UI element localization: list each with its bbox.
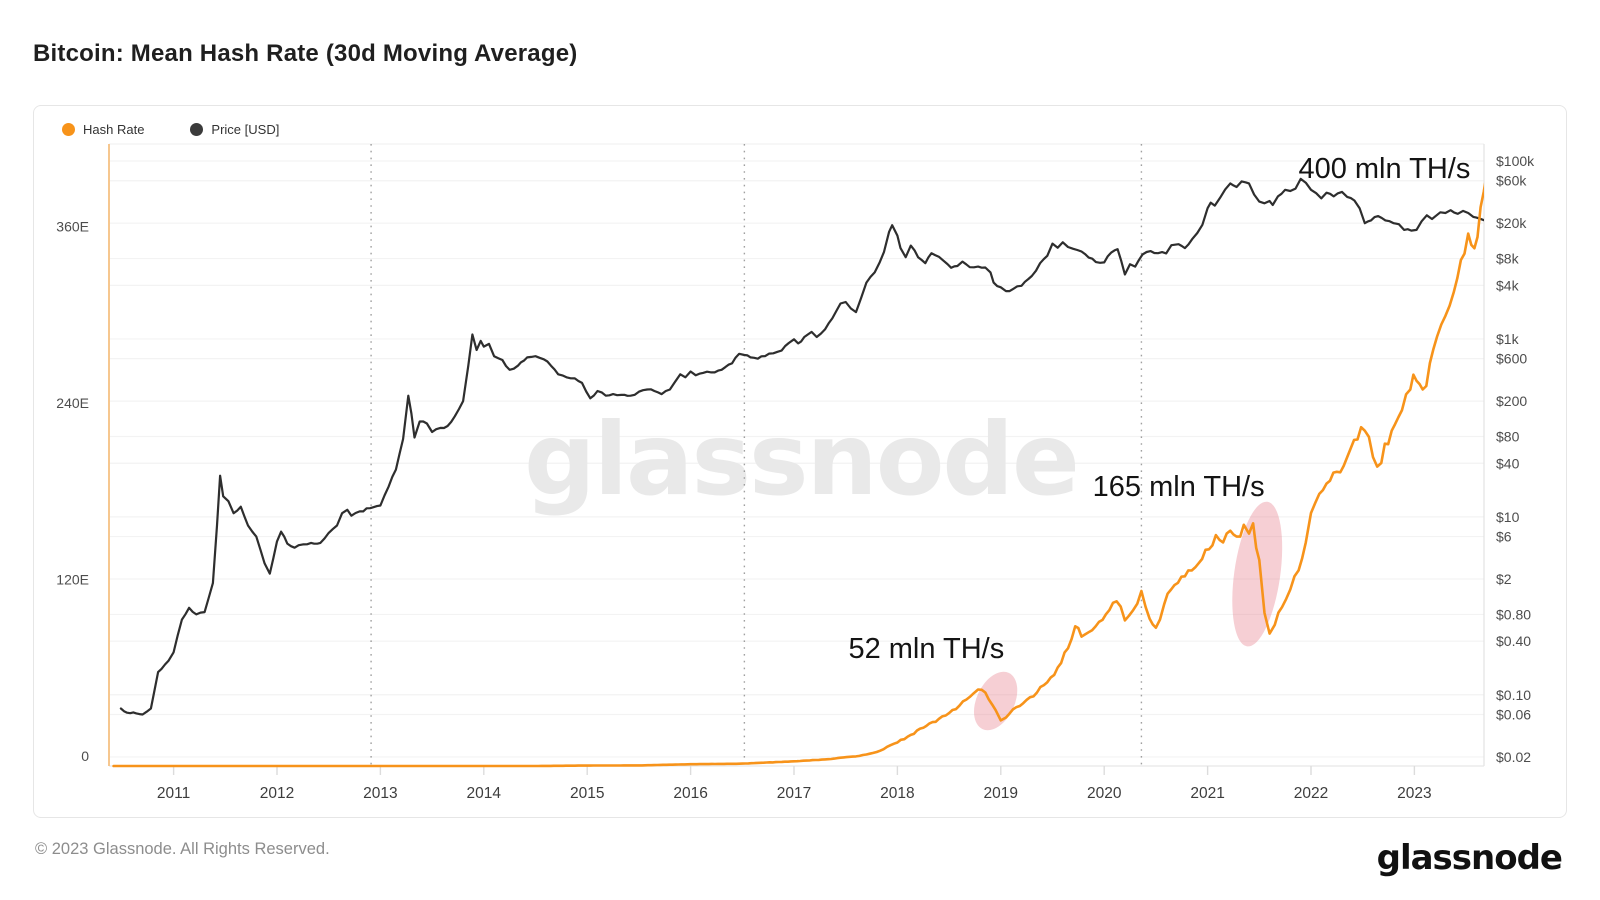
y-right-tick-label: $2 [1496, 571, 1512, 587]
y-left-tick-label: 360E [56, 219, 89, 235]
x-axis-year-label: 2012 [260, 785, 294, 802]
y-right-tick-label: $60k [1496, 173, 1527, 189]
y-right-tick-label: $6 [1496, 529, 1512, 545]
x-axis-year-label: 2016 [673, 785, 707, 802]
highlight-ellipse [1232, 501, 1283, 647]
x-axis-year-label: 2018 [880, 785, 914, 802]
y-right-tick-label: $4k [1496, 277, 1520, 293]
watermark: glassnode [524, 401, 1078, 518]
x-axis-year-label: 2019 [984, 785, 1018, 802]
x-axis-year-label: 2021 [1190, 785, 1224, 802]
legend-item-hash-rate[interactable]: Hash Rate [62, 122, 144, 137]
y-right-tick-label: $20k [1496, 215, 1527, 231]
y-right-tick-label: $0.10 [1496, 687, 1531, 703]
highlight-ellipse [973, 671, 1018, 731]
y-right-tick-label: $0.80 [1496, 606, 1531, 622]
y-left-tick-label: 0 [81, 748, 89, 764]
chart-card: glassnode 2011 2012 2013 2014 2015 2016 2017 201… [33, 105, 1567, 818]
y-right-tick-label: $200 [1496, 393, 1527, 409]
x-axis-year-label: 2011 [157, 785, 190, 802]
y-left-tick-label: 240E [56, 395, 89, 411]
price-line [119, 177, 1484, 716]
y-right-tick-label: $0.06 [1496, 706, 1531, 722]
chart-legend: Hash Rate Price [USD] [62, 122, 279, 137]
annotation-label: 165 mln TH/s [1093, 471, 1265, 503]
copyright-text: © 2023 Glassnode. All Rights Reserved. [35, 840, 330, 858]
x-axis-year-label: 2014 [467, 785, 502, 802]
annotation-label: 400 mln TH/s [1298, 153, 1470, 185]
x-axis-year-label: 2022 [1294, 785, 1328, 802]
y-left-tick-label: 120E [56, 572, 89, 588]
price-legend-label: Price [USD] [211, 122, 280, 137]
chart-canvas[interactable]: glassnode 2011 2012 2013 2014 2015 2016 2017 201… [34, 106, 1568, 819]
price-legend-dot [190, 123, 204, 136]
y-right-tick-label: $8k [1496, 251, 1520, 267]
x-axis-year-label: 2015 [570, 785, 604, 802]
y-right-tick-label: $40 [1496, 455, 1520, 471]
y-right-tick-label: $80 [1496, 429, 1520, 445]
page-title: Bitcoin: Mean Hash Rate (30d Moving Aver… [33, 40, 578, 67]
hash-rate-legend-dot [62, 123, 75, 136]
x-axis-year-label: 2013 [363, 785, 397, 802]
x-axis-year-label: 2023 [1397, 785, 1431, 802]
y-right-tick-label: $0.40 [1496, 633, 1531, 649]
annotation-label: 52 mln TH/s [848, 633, 1004, 665]
legend-item-price[interactable]: Price [USD] [190, 122, 279, 137]
y-right-tick-label: $10 [1496, 509, 1520, 525]
hash-rate-legend-label: Hash Rate [83, 122, 145, 137]
y-right-tick-label: $0.02 [1496, 749, 1531, 765]
y-right-tick-label: $1k [1496, 331, 1520, 347]
x-axis-year-label: 2017 [777, 785, 811, 802]
x-axis-year-label: 2020 [1087, 785, 1122, 802]
hash-rate-line [112, 182, 1484, 768]
y-right-tick-label: $600 [1496, 351, 1527, 367]
glassnode-logo: glassnode [1376, 838, 1563, 878]
y-right-tick-label: $100k [1496, 153, 1535, 169]
